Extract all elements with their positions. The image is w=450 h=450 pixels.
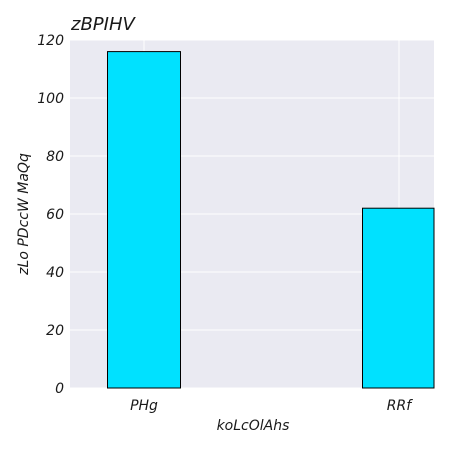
y-tick-label: 0 xyxy=(55,381,64,397)
x-tick-labels: PHg RRf xyxy=(130,398,413,414)
y-tick-label: 60 xyxy=(46,207,64,223)
bars xyxy=(107,51,435,389)
x-tick-label: RRf xyxy=(387,398,413,414)
y-tick-label: 120 xyxy=(37,33,64,49)
y-axis-label: zLo PDccW MaQq xyxy=(16,153,32,276)
x-tick-label: PHg xyxy=(130,398,158,414)
bar-phg xyxy=(107,51,181,389)
x-axis-label: koLcOlAhs xyxy=(217,418,290,434)
y-tick-labels: 0 20 40 60 80 100 120 xyxy=(37,33,64,397)
bar-rrf xyxy=(362,207,435,389)
y-tick-label: 80 xyxy=(46,149,64,165)
y-tick-label: 40 xyxy=(46,265,64,281)
y-tick-label: 100 xyxy=(37,91,64,107)
y-tick-label: 20 xyxy=(46,323,64,339)
chart-title: zBPIHV xyxy=(70,14,136,35)
